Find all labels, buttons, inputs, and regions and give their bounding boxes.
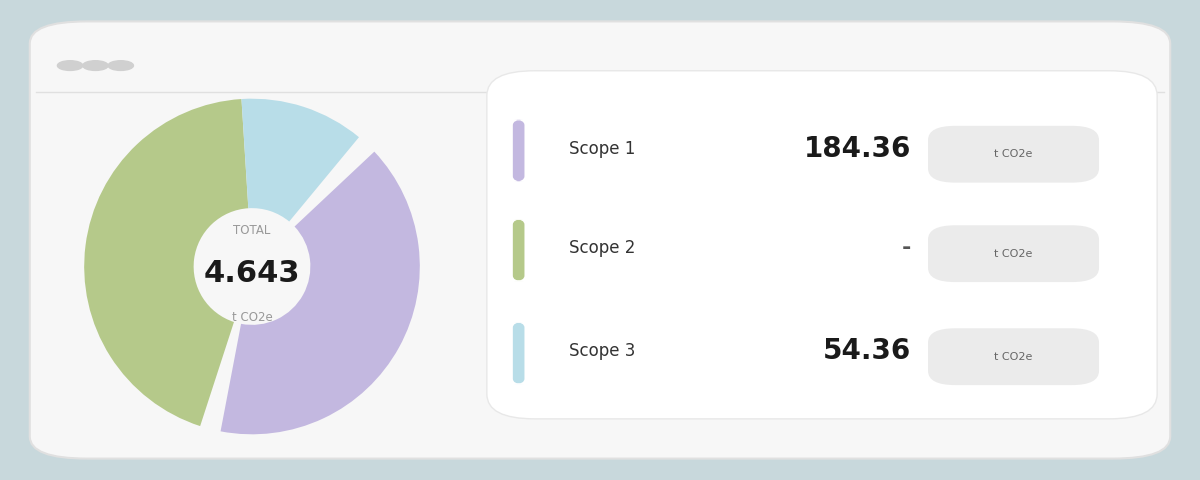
Text: t CO2e: t CO2e: [995, 249, 1033, 259]
FancyBboxPatch shape: [512, 219, 524, 281]
Wedge shape: [221, 152, 420, 434]
FancyBboxPatch shape: [30, 22, 1170, 458]
Text: t CO2e: t CO2e: [232, 311, 272, 324]
Circle shape: [108, 60, 133, 71]
Text: -: -: [901, 239, 911, 258]
Circle shape: [83, 60, 108, 71]
FancyBboxPatch shape: [512, 120, 524, 181]
Text: Scope 1: Scope 1: [569, 140, 635, 158]
FancyBboxPatch shape: [487, 71, 1157, 419]
Wedge shape: [241, 99, 359, 222]
Circle shape: [58, 60, 83, 71]
Text: 54.36: 54.36: [823, 337, 911, 365]
Text: Scope 2: Scope 2: [569, 240, 635, 257]
FancyBboxPatch shape: [928, 126, 1099, 182]
Wedge shape: [84, 99, 248, 426]
Text: Scope 3: Scope 3: [569, 342, 635, 360]
Text: t CO2e: t CO2e: [995, 352, 1033, 362]
FancyBboxPatch shape: [512, 322, 524, 384]
Text: t CO2e: t CO2e: [995, 149, 1033, 159]
Text: TOTAL: TOTAL: [233, 224, 271, 237]
FancyBboxPatch shape: [928, 225, 1099, 282]
Text: 4.643: 4.643: [204, 259, 300, 288]
Text: 184.36: 184.36: [804, 135, 911, 163]
FancyBboxPatch shape: [928, 328, 1099, 385]
